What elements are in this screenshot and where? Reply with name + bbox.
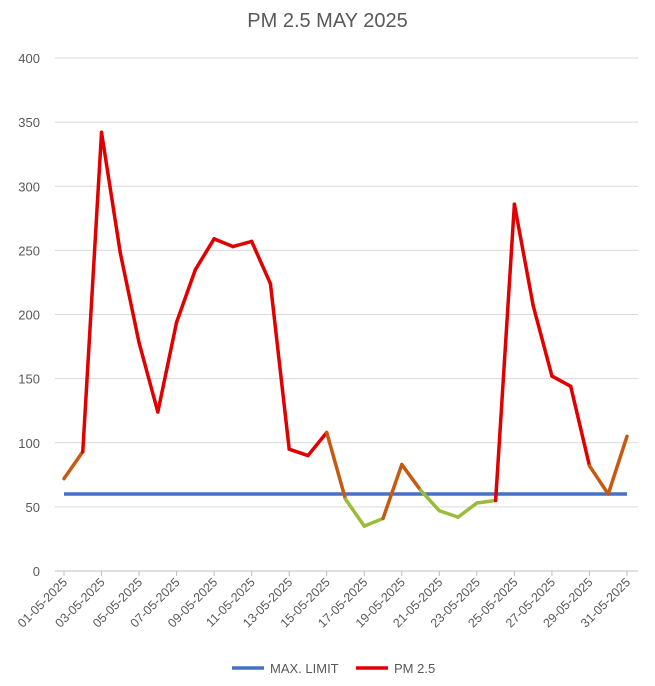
series-line-pm25-segment xyxy=(156,320,179,414)
series-line-pm25-segment xyxy=(475,498,498,505)
series-line-pm25-segment xyxy=(343,497,367,528)
series-line-pm25-segment xyxy=(324,430,348,501)
series-line-pm25-segment xyxy=(606,434,629,496)
series-line-pm25-segment xyxy=(62,449,85,481)
series-line-pm25-segment xyxy=(306,430,329,458)
series-line-pm25-segment xyxy=(81,130,104,454)
legend-item-pm25-label: PM 2.5 xyxy=(394,661,435,676)
series-line-pm25-segment xyxy=(437,508,460,519)
y-tick-label: 200 xyxy=(18,308,40,323)
series-line-pm25-segment xyxy=(568,384,592,468)
series-line-pm25-segment xyxy=(381,462,404,521)
legend-item-max-limit-label: MAX. LIMIT xyxy=(270,661,339,676)
series-line-pm25-segment xyxy=(587,464,610,496)
series-line-pm25-segment xyxy=(418,488,442,513)
series-line-pm25-segment xyxy=(174,267,198,324)
y-tick-label: 350 xyxy=(18,115,40,130)
series-line-pm25-segment xyxy=(193,237,216,272)
series-line-pm25-segment xyxy=(268,281,291,451)
y-tick-label: 0 xyxy=(33,564,40,579)
series-line-pm25-segment xyxy=(493,202,517,503)
series-line-pm25-segment xyxy=(212,237,235,249)
chart-title: PM 2.5 MAY 2025 xyxy=(247,10,408,32)
series-line-pm25-segment xyxy=(362,516,385,528)
series-line-pm25-segment xyxy=(287,447,310,458)
series-line-pm25-segment xyxy=(456,501,479,519)
y-tick-label: 400 xyxy=(18,51,40,66)
series-line-pm25-segment xyxy=(531,303,554,378)
y-tick-label: 250 xyxy=(18,243,40,258)
series-line-pm25-segment xyxy=(118,251,141,345)
series-line-pm25-segment xyxy=(512,202,535,308)
series-line-pm25-segment xyxy=(231,239,254,249)
series-line-pm25-segment xyxy=(249,239,273,286)
series-line-pm25-segment xyxy=(99,130,123,255)
y-tick-label: 300 xyxy=(18,179,40,194)
series-line-pm25-segment xyxy=(137,340,160,414)
series-line-pm25-segment xyxy=(400,462,423,492)
series-line-pm25-segment xyxy=(550,374,573,389)
y-tick-label: 150 xyxy=(18,372,40,387)
y-tick-label: 100 xyxy=(18,436,40,451)
y-tick-label: 50 xyxy=(26,500,40,515)
